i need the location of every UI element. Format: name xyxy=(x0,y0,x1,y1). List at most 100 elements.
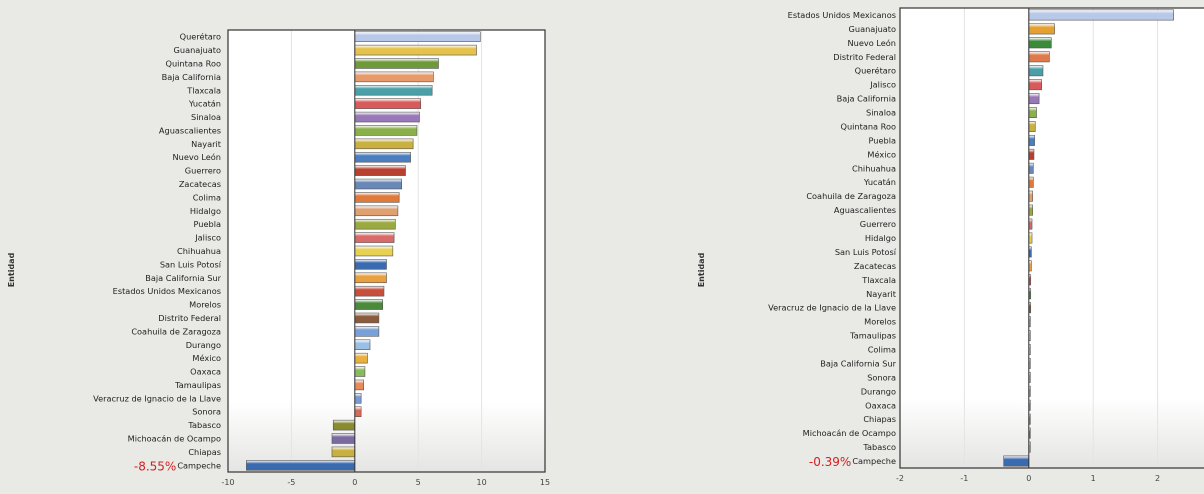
bar-distrito-federal xyxy=(1028,51,1050,63)
category-label-estados-unidos-mexicanos: Estados Unidos Mexicanos xyxy=(113,286,221,296)
category-label-distrito-federal: Distrito Federal xyxy=(833,52,896,62)
category-label-mexico: México xyxy=(192,353,221,363)
category-label-nuevo-leon: Nuevo León xyxy=(848,38,896,48)
category-label-quintana-roo: Quintana Roo xyxy=(841,121,896,131)
category-label-michoacan-de-ocampo: Michoacán de Ocampo xyxy=(803,428,896,438)
category-label-oaxaca: Oaxaca xyxy=(190,367,221,377)
category-label-campeche: Campeche xyxy=(852,456,896,466)
bar-guerrero xyxy=(354,165,406,176)
bar-guanajuato xyxy=(1028,23,1055,35)
category-label-tabasco: Tabasco xyxy=(862,442,896,452)
bar-morelos xyxy=(354,299,383,310)
bar-sonora xyxy=(354,406,362,417)
highlight-value-label: -0.39% xyxy=(809,455,851,469)
category-label-veracruz-de-ignacio-de-la-llave: Veracruz de Ignacio de la Llave xyxy=(93,393,221,403)
category-label-puebla: Puebla xyxy=(868,135,896,145)
bar-nuevo-leon xyxy=(1028,37,1052,49)
bar-puebla xyxy=(354,218,396,230)
bar-chart-left: Entidad -10 -5 0 5 10 15 Querétaro Guanajuato Qu… xyxy=(7,29,550,487)
category-label-colima: Colima xyxy=(868,345,896,355)
bar-chihuahua xyxy=(1028,162,1034,174)
bar-veracruz-de-ignacio-de-la-llave xyxy=(354,393,362,404)
bar-jalisco xyxy=(1028,79,1042,91)
bar-jalisco xyxy=(354,232,395,243)
category-label-zacatecas: Zacatecas xyxy=(854,261,896,271)
category-label-jalisco: Jalisco xyxy=(194,233,221,243)
category-label-baja-california-sur: Baja California Sur xyxy=(145,273,221,283)
y-axis-title: Entidad xyxy=(7,252,16,287)
bar-aguascalientes xyxy=(1028,204,1033,216)
category-label-guanajuato: Guanajuato xyxy=(849,24,896,34)
category-label-quintana-roo: Quintana Roo xyxy=(166,58,221,68)
category-label-aguascalientes: Aguascalientes xyxy=(159,125,221,135)
category-label-nuevo-leon: Nuevo León xyxy=(173,152,221,162)
category-label-queretaro: Querétaro xyxy=(855,66,896,76)
bar-tlaxcala xyxy=(354,85,433,96)
x-tick-label: 15 xyxy=(540,478,550,487)
x-tick-label: -10 xyxy=(221,478,234,487)
x-tick-label: 1 xyxy=(1091,474,1096,483)
bar-baja-california xyxy=(1028,93,1040,105)
category-label-chiapas: Chiapas xyxy=(188,447,221,457)
bar-puebla xyxy=(1028,134,1035,146)
category-label-sonora: Sonora xyxy=(192,407,221,417)
plot-area xyxy=(900,8,1204,468)
bar-yucatan xyxy=(1028,176,1034,188)
category-label-estados-unidos-mexicanos: Estados Unidos Mexicanos xyxy=(788,10,896,20)
category-label-guerrero: Guerrero xyxy=(185,166,221,176)
category-label-aguascalientes: Aguascalientes xyxy=(834,205,896,215)
category-label-queretaro: Querétaro xyxy=(180,32,221,42)
category-label-yucatan: Yucatán xyxy=(188,99,221,109)
category-label-san-luis-potosi: San Luis Potosí xyxy=(160,259,222,269)
bar-colima xyxy=(354,192,400,203)
x-tick-label: -5 xyxy=(287,478,295,487)
category-label-guerrero: Guerrero xyxy=(860,219,896,229)
bar-campeche xyxy=(1003,455,1030,467)
category-label-veracruz-de-ignacio-de-la-llave: Veracruz de Ignacio de la Llave xyxy=(768,303,896,313)
plot-frame xyxy=(899,7,1204,469)
category-label-morelos: Morelos xyxy=(864,317,896,327)
bar-michoacan-de-ocampo xyxy=(331,433,356,444)
category-label-baja-california: Baja California xyxy=(837,94,896,104)
bar-chiapas xyxy=(331,446,356,458)
category-label-yucatan: Yucatán xyxy=(863,177,896,187)
category-label-jalisco: Jalisco xyxy=(869,80,896,90)
highlight-value-label: -8.55% xyxy=(134,459,176,473)
category-label-sinaloa: Sinaloa xyxy=(191,112,221,122)
category-label-tamaulipas: Tamaulipas xyxy=(174,380,221,390)
bar-aguascalientes xyxy=(354,125,418,136)
category-label-durango: Durango xyxy=(186,340,221,350)
bar-chart-right: Entidad -2-10123Estados Unidos Mexicanos… xyxy=(697,7,1204,483)
category-label-mexico: México xyxy=(867,149,896,159)
category-label-zacatecas: Zacatecas xyxy=(179,179,221,189)
bar-hidalgo xyxy=(354,205,399,217)
x-tick-label: 2 xyxy=(1155,474,1160,483)
category-label-baja-california: Baja California xyxy=(162,72,221,82)
bar-durango xyxy=(354,339,371,351)
bar-nayarit xyxy=(354,138,414,150)
x-tick-label: 0 xyxy=(352,478,357,487)
bar-zacatecas xyxy=(354,178,403,190)
bar-coahuila-de-zaragoza xyxy=(354,326,380,337)
bar-chihuahua xyxy=(354,245,394,257)
bar-quintana-roo xyxy=(1028,121,1036,132)
category-label-colima: Colima xyxy=(193,192,221,202)
x-tick-label: 10 xyxy=(477,478,487,487)
category-label-tlaxcala: Tlaxcala xyxy=(861,275,896,285)
category-label-tamaulipas: Tamaulipas xyxy=(849,331,896,341)
bar-quintana-roo xyxy=(354,58,439,69)
category-label-san-luis-potosi: San Luis Potosí xyxy=(835,247,897,257)
x-tick-label: 0 xyxy=(1026,474,1031,483)
category-label-chihuahua: Chihuahua xyxy=(177,246,221,256)
bar-coahuila-de-zaragoza xyxy=(1028,190,1033,202)
y-axis-title: Entidad xyxy=(697,252,706,287)
category-label-nayarit: Nayarit xyxy=(866,289,897,299)
bar-estados-unidos-mexicanos xyxy=(354,285,385,297)
bar-queretaro xyxy=(1028,65,1044,77)
bar-baja-california-sur xyxy=(354,272,387,284)
bar-oaxaca xyxy=(354,366,366,377)
bar-tabasco xyxy=(332,419,356,431)
bar-san-luis-potosi xyxy=(354,259,387,270)
bar-mexico xyxy=(354,352,368,364)
